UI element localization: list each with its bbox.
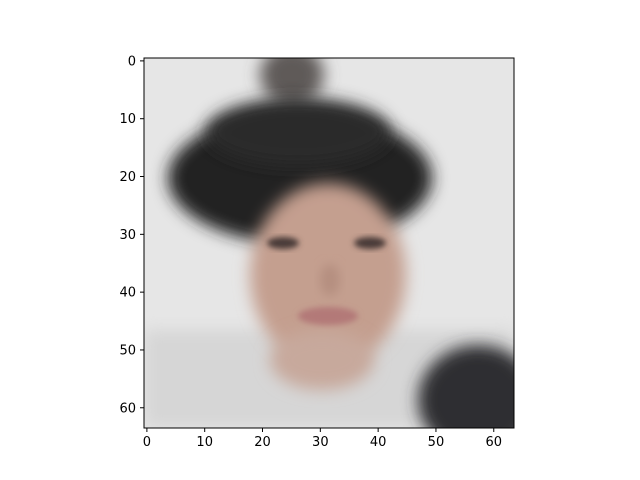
hair-tuft xyxy=(260,58,324,105)
face-image xyxy=(144,58,514,428)
y-tick-label: 0 xyxy=(128,54,136,69)
y-tick-label: 50 xyxy=(119,343,136,358)
x-tick-label: 60 xyxy=(485,435,502,450)
y-tick-label: 20 xyxy=(119,170,136,185)
x-tick-label: 30 xyxy=(312,435,329,450)
y-tick-label: 30 xyxy=(119,228,136,243)
nose xyxy=(320,264,340,296)
x-tick-label: 40 xyxy=(370,435,387,450)
hair-top xyxy=(206,98,390,166)
x-tick-label: 50 xyxy=(428,435,445,450)
x-tick-label: 10 xyxy=(196,435,213,450)
axes-frame xyxy=(143,57,515,429)
y-tick-label: 10 xyxy=(119,112,136,127)
right-eye xyxy=(354,237,386,249)
x-tick-label: 0 xyxy=(143,435,151,450)
y-tick-label: 40 xyxy=(119,286,136,301)
left-eye xyxy=(267,237,299,249)
neck xyxy=(270,330,374,390)
x-tick-label: 20 xyxy=(254,435,271,450)
lips xyxy=(298,307,358,325)
y-tick-label: 60 xyxy=(119,401,136,416)
y-axis: 0 10 20 30 40 50 60 xyxy=(119,54,144,416)
x-axis: 0 10 20 30 40 50 60 xyxy=(143,428,502,450)
dark-corner xyxy=(418,345,514,428)
